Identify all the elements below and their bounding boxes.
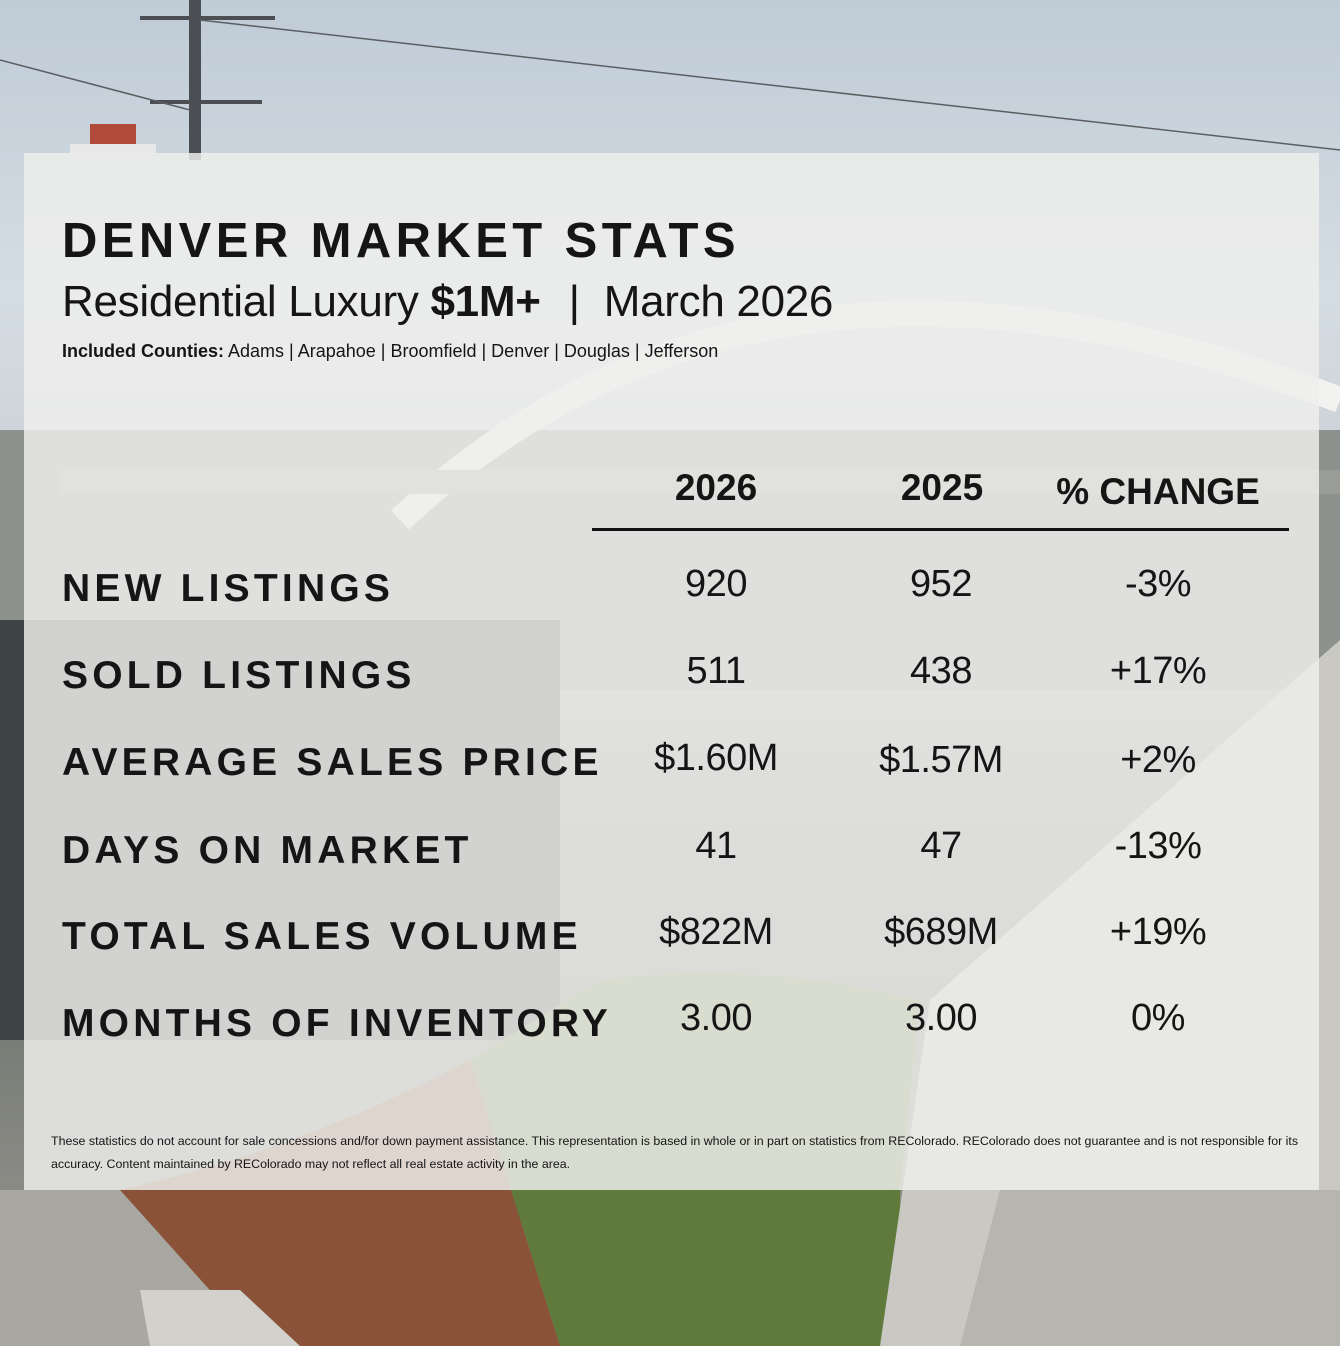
subtitle-price-tier: $1M+ (430, 277, 541, 326)
cell-days-on-market-2026: 41 (695, 825, 737, 867)
row-label-total-sales-volume: TOTAL SALES VOLUME (62, 915, 582, 958)
disclaimer-text: These statistics do not account for sale… (51, 1134, 1299, 1171)
cell-sold-listings-2026: 511 (686, 650, 746, 692)
column-header-2026: 2026 (674, 467, 758, 508)
cell-new-listings-2025: 952 (910, 563, 972, 605)
column-header-percent-change: % CHANGE (1056, 471, 1260, 512)
included-counties: Included Counties: Adams | Arapahoe | Br… (62, 340, 718, 362)
row-label-days-on-market: DAYS ON MARKET (62, 829, 473, 872)
cell-average-sales-price-2025: $1.57M (879, 739, 1003, 781)
cell-total-sales-volume-change: +19% (1109, 911, 1207, 953)
cell-total-sales-volume-2026: $822M (659, 911, 773, 953)
stats-card-background (24, 153, 1319, 1190)
background-tower (90, 124, 136, 146)
cell-sold-listings-change: +17% (1109, 650, 1207, 692)
subtitle-segment: Residential Luxury (62, 277, 419, 326)
background-pole (189, 0, 201, 160)
cell-average-sales-price-change: +2% (1120, 739, 1196, 781)
counties-label: Included Counties: (62, 341, 224, 361)
cell-days-on-market-change: -13% (1114, 825, 1202, 867)
row-label-sold-listings: SOLD LISTINGS (62, 654, 416, 697)
row-label-months-of-inventory: MONTHS OF INVENTORY (62, 1002, 612, 1045)
header-divider (592, 528, 1289, 531)
page-title: DENVER MARKET STATS (62, 214, 740, 268)
cell-months-of-inventory-change: 0% (1131, 997, 1185, 1039)
cell-days-on-market-2025: 47 (920, 825, 962, 867)
cell-sold-listings-2025: 438 (910, 650, 972, 692)
page-subtitle: Residential Luxury $1M+ | March 2026 (62, 276, 833, 328)
cell-months-of-inventory-2026: 3.00 (680, 997, 752, 1039)
cell-average-sales-price-2026: $1.60M (654, 737, 778, 779)
subtitle-separator: | (568, 277, 580, 326)
row-label-average-sales-price: AVERAGE SALES PRICE (62, 741, 603, 784)
subtitle-period: March 2026 (603, 277, 834, 326)
counties-list: Adams | Arapahoe | Broomfield | Denver |… (228, 341, 719, 361)
cell-new-listings-2026: 920 (685, 563, 747, 605)
cell-total-sales-volume-2025: $689M (884, 911, 998, 953)
cell-months-of-inventory-2025: 3.00 (905, 997, 977, 1039)
column-header-2025: 2025 (900, 467, 984, 508)
cell-new-listings-change: -3% (1124, 563, 1192, 605)
row-label-new-listings: NEW LISTINGS (62, 567, 395, 610)
